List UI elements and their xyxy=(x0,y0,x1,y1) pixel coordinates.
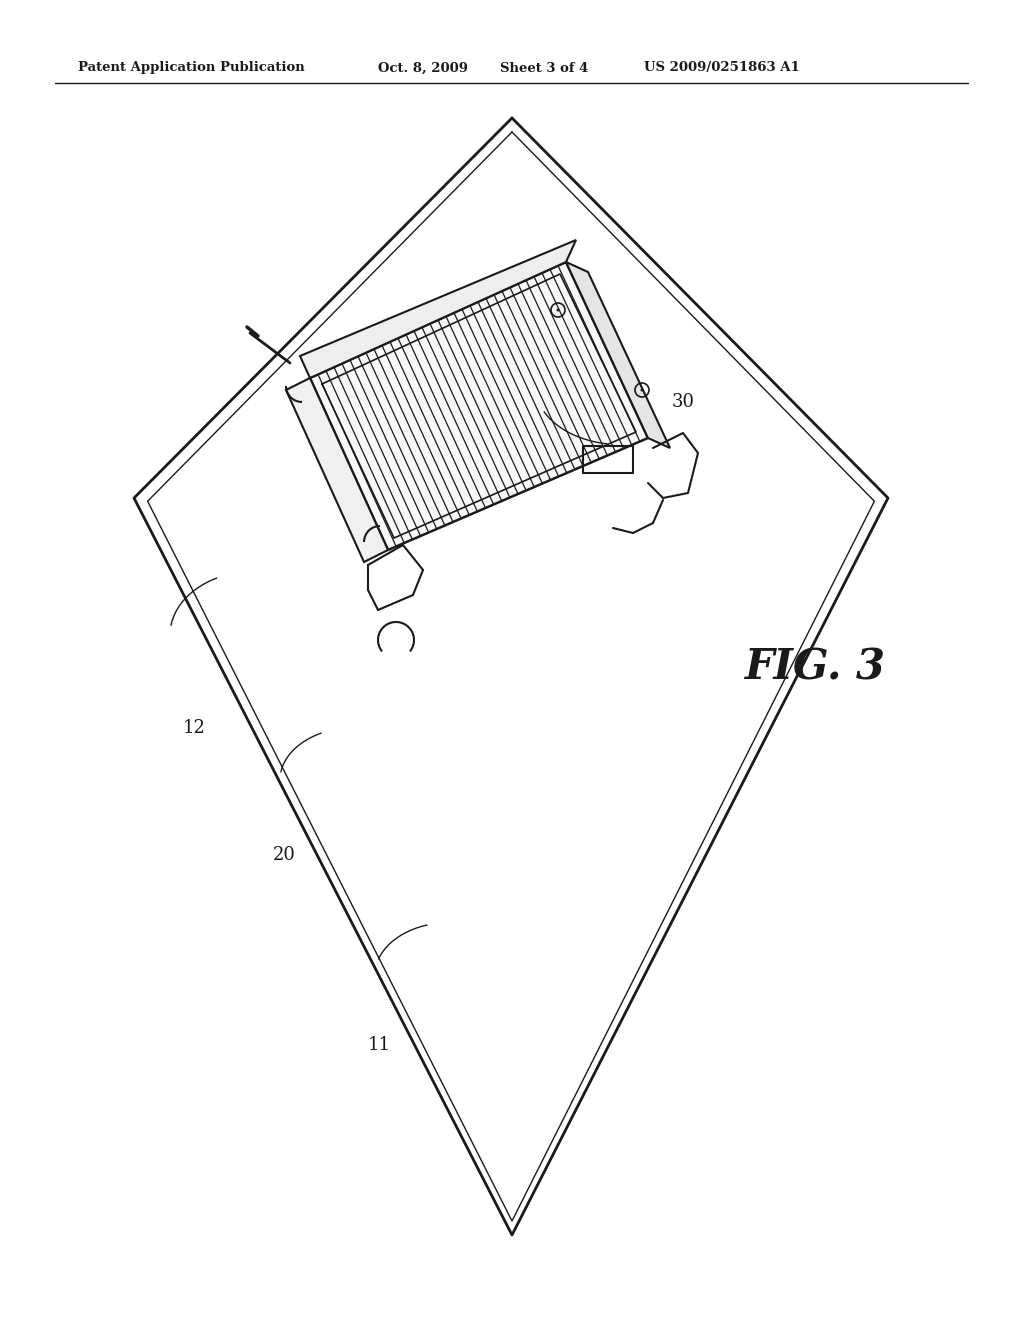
Text: 11: 11 xyxy=(368,1036,391,1053)
Polygon shape xyxy=(310,261,648,550)
Polygon shape xyxy=(566,261,670,447)
Text: 30: 30 xyxy=(672,393,695,411)
Text: FIG. 3: FIG. 3 xyxy=(745,647,886,689)
Text: Sheet 3 of 4: Sheet 3 of 4 xyxy=(500,62,589,74)
Text: Oct. 8, 2009: Oct. 8, 2009 xyxy=(378,62,468,74)
Circle shape xyxy=(640,388,643,392)
Polygon shape xyxy=(286,378,388,562)
Text: US 2009/0251863 A1: US 2009/0251863 A1 xyxy=(644,62,800,74)
Text: 20: 20 xyxy=(273,846,296,865)
Circle shape xyxy=(556,309,559,312)
Polygon shape xyxy=(300,240,575,378)
Text: 12: 12 xyxy=(183,719,206,737)
Text: Patent Application Publication: Patent Application Publication xyxy=(78,62,305,74)
